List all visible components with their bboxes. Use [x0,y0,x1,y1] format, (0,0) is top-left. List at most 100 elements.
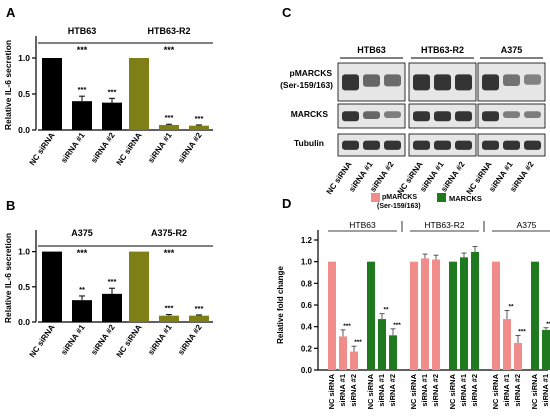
category-label: siRNA #2 [388,374,397,407]
blot-band [342,74,359,91]
bar-htb63-r2-pmarcks-sirna-1 [421,258,429,370]
blot-band [434,74,451,91]
category-label: siRNA #1 [146,323,174,357]
bar-significance: *** [195,114,204,123]
bar-htb63-r2-sirna-2 [189,125,209,130]
category-label: siRNA #1 [146,131,174,165]
y-tick-label: 0.0 [18,317,30,327]
panel-letter-a: A [6,5,16,20]
blot-band [524,111,541,119]
category-label: NC siRNA [28,131,57,167]
blot-band [384,140,401,150]
category-label: NC siRNA [530,373,539,409]
bar-htb63-pmarcks-nc-sirna [328,261,336,370]
blot-band [524,74,541,85]
bar-a375-r2-sirna-1 [159,315,179,322]
blot-band [434,111,451,122]
panel-letter-c: C [282,5,292,20]
legend-label-marcks: MARCKS [449,194,482,203]
bar-htb63-r2-nc-sirna [129,58,149,130]
blot-band [434,140,451,150]
bar-htb63-r2-marcks-sirna-2 [471,251,479,370]
category-label: NC siRNA [409,373,418,409]
bar-a375-pmarcks-nc-sirna [492,261,500,370]
bar-htb63-r2-sirna-1 [159,124,179,130]
bar-a375-r2-sirna-2 [189,315,209,322]
blot-row-label-tubulin: Tubulin [294,138,324,148]
bar-htb63-pmarcks-sirna-1 [339,336,347,370]
bar-htb63-r2-pmarcks-sirna-2 [432,259,440,370]
group-significance: *** [164,45,175,55]
blot-band [455,140,472,150]
category-label: NC siRNA [327,373,336,409]
bar-a375-pmarcks-sirna-1 [503,319,511,370]
category-label: siRNA #2 [89,131,117,165]
bar-htb63-sirna-1 [72,101,92,130]
category-label: siRNA #2 [513,374,522,407]
blot-band [413,140,430,150]
bar-htb63-r2-pmarcks-nc-sirna [410,261,418,370]
panel-b-chart: 0.0 0.5 1.0 Relative IL-6 secretion A375 *** N… [3,228,213,359]
category-label: siRNA #1 [459,374,468,407]
panel-a-chart: 0.0 0.5 1.0 Relative IL-6 secretion HTB63 ***… [3,26,213,167]
bar-significance: ** [383,307,389,314]
group-title-htb63-r2: HTB63-R2 [147,26,190,36]
category-label: siRNA #2 [431,374,440,407]
category-label: siRNA #2 [176,131,204,165]
category-label: siRNA #1 [541,374,550,407]
category-label: siRNA #1 [420,374,429,407]
blot-group-htb63: HTB63 [357,45,386,55]
panel-c-western-blot: pMARCKS (Ser-159/163) MARCKS Tubulin HTB… [280,45,546,196]
category-label: siRNA #1 [59,323,87,357]
y-tick-label: 1.0 [18,53,30,63]
category-label: siRNA #1 [377,374,386,407]
category-label: NC siRNA [366,373,375,409]
blot-band [503,111,520,119]
legend-label-pmarcks-site: (Ser-159/163) [377,203,421,210]
bar-significance: ** [508,303,514,310]
bar-htb63-r2-marcks-sirna-1 [460,257,468,370]
panel-letter-b: B [6,198,15,213]
group-title-htb63: HTB63 [349,220,376,230]
blot-band [342,111,359,122]
bar-htb63-r2-marcks-nc-sirna [449,261,457,370]
bar-a375-nc-sirna [42,251,62,322]
bar-significance: *** [546,321,550,328]
bar-a375-sirna-1 [72,300,92,322]
y-tick-label: 0.5 [18,282,30,292]
blot-band [413,74,430,91]
bar-a375-marcks-nc-sirna [531,261,539,370]
y-tick-label: 0.0 [301,366,313,375]
blot-band [363,74,380,87]
bar-significance: *** [518,328,526,335]
bar-significance: *** [393,322,401,329]
bar-significance: *** [354,339,362,346]
bar-htb63-nc-sirna [42,58,62,130]
group-title-a375: A375 [71,228,93,238]
category-label: siRNA #2 [176,323,204,357]
legend-swatch-pmarcks [371,193,380,202]
category-label: siRNA #2 [349,374,358,407]
panel-letter-d: D [282,196,291,211]
category-label: NC siRNA [115,131,144,167]
group-significance: *** [164,248,175,258]
bar-significance: *** [165,304,174,313]
group-significance: *** [77,248,88,258]
bar-htb63-marcks-nc-sirna [367,261,375,370]
bar-significance: *** [343,323,351,330]
blot-band [482,111,499,122]
blot-row-labels: pMARCKS (Ser-159/163) MARCKS Tubulin [280,68,333,148]
blot-group-a375: A375 [501,45,523,55]
category-label: NC siRNA [115,323,144,359]
group-title-a375-r2: A375-R2 [151,228,187,238]
bar-htb63-pmarcks-sirna-2 [350,351,358,370]
category-label: siRNA #1 [59,131,87,165]
category-label: siRNA #2 [89,323,117,357]
bar-htb63-marcks-sirna-2 [389,335,397,370]
bar-a375-pmarcks-sirna-2 [514,342,522,370]
blot-band [413,111,430,122]
y-tick-label: 1.0 [18,247,30,257]
blot-band [503,140,520,150]
panel-d-chart: pMARCKS (Ser-159/163) MARCKS 0.0 0.2 0.4 0.… [276,193,550,409]
